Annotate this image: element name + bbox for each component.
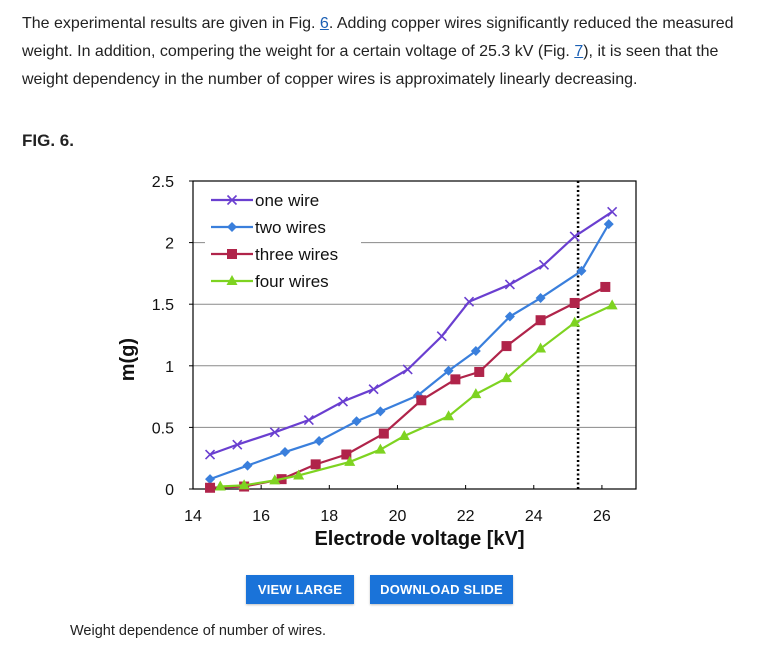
download-slide-button[interactable]: DOWNLOAD SLIDE <box>370 575 513 604</box>
data-point-marker <box>402 364 413 375</box>
data-point-marker <box>436 331 447 342</box>
body-paragraph: The experimental results are given in Fi… <box>22 10 747 94</box>
figure-6-link[interactable]: 6 <box>319 15 329 32</box>
data-point-marker <box>227 249 237 259</box>
legend-label: three wires <box>255 245 338 264</box>
x-tick-label: 14 <box>184 508 202 525</box>
legend-label: four wires <box>255 272 329 291</box>
y-tick-label: 2.5 <box>152 174 174 191</box>
x-tick-label: 22 <box>457 508 475 525</box>
data-point-marker <box>450 374 461 385</box>
data-point-marker <box>603 219 614 230</box>
data-point-marker <box>416 395 427 406</box>
data-point-marker <box>501 341 512 352</box>
data-point-marker <box>269 427 280 438</box>
view-large-button[interactable]: VIEW LARGE <box>246 575 354 604</box>
y-tick-label: 2 <box>165 236 174 253</box>
data-point-marker <box>504 279 515 290</box>
series-one-wire <box>204 206 618 460</box>
paragraph-text-2: . Adding copper wires significantly redu… <box>22 15 734 60</box>
data-point-marker <box>351 416 362 427</box>
data-point-marker <box>470 388 482 399</box>
data-point-marker <box>504 311 515 322</box>
data-point-marker <box>606 299 618 310</box>
data-point-marker <box>443 365 454 376</box>
data-point-marker <box>238 479 250 490</box>
data-point-marker <box>242 460 253 471</box>
data-point-marker <box>607 206 618 217</box>
legend-item: one wire <box>211 191 319 210</box>
legend-label: two wires <box>255 218 326 237</box>
data-point-marker <box>576 265 587 276</box>
data-point-marker <box>443 410 455 421</box>
data-point-marker <box>310 459 321 470</box>
data-point-marker <box>463 296 475 307</box>
data-point-marker <box>470 346 481 357</box>
y-tick-label: 1.5 <box>152 297 174 314</box>
y-tick-label: 1 <box>165 359 174 376</box>
series-three-wires <box>205 281 611 493</box>
series-four-wires <box>214 299 618 491</box>
data-point-marker <box>538 259 550 270</box>
y-tick-label: 0 <box>165 482 174 499</box>
legend-item: four wires <box>211 272 329 291</box>
data-point-marker <box>341 449 352 460</box>
data-point-marker <box>344 455 356 466</box>
legend-item: three wires <box>211 245 338 264</box>
x-tick-label: 16 <box>252 508 270 525</box>
paragraph-text-3: ), it is seen that the weight dependency… <box>22 43 719 88</box>
data-point-marker <box>569 316 581 327</box>
paragraph-text-1: The experimental results are given in Fi… <box>22 15 320 32</box>
y-tick-label: 0.5 <box>152 420 174 437</box>
plot-area-frame <box>192 180 637 490</box>
data-point-marker <box>398 430 410 441</box>
x-tick-label: 24 <box>525 508 543 525</box>
figure-7-link[interactable]: 7 <box>574 43 584 60</box>
figure-label: FIG. 6. <box>22 131 74 150</box>
data-point-marker <box>226 275 238 285</box>
data-point-marker <box>600 281 611 292</box>
data-point-marker <box>374 443 386 454</box>
data-point-marker <box>569 297 580 308</box>
data-point-marker <box>535 293 546 304</box>
data-point-marker <box>204 449 216 460</box>
data-point-marker <box>293 469 305 480</box>
data-point-marker <box>501 372 513 383</box>
legend-item: two wires <box>211 218 326 237</box>
data-point-marker <box>569 231 580 242</box>
data-point-marker <box>368 384 379 395</box>
figure-caption: Weight dependence of number of wires. <box>70 623 327 639</box>
data-point-marker <box>226 194 238 206</box>
data-point-marker <box>205 482 216 493</box>
data-point-marker <box>214 480 226 491</box>
x-tick-label: 18 <box>320 508 338 525</box>
data-point-marker <box>535 342 547 353</box>
data-point-marker <box>232 439 243 450</box>
data-point-marker <box>303 414 314 426</box>
x-tick-label: 26 <box>593 508 611 525</box>
data-point-marker <box>227 222 237 232</box>
data-point-marker <box>205 474 216 485</box>
data-point-marker <box>474 366 485 377</box>
data-point-marker <box>535 315 546 326</box>
data-point-marker <box>314 435 325 446</box>
data-point-marker <box>337 396 349 407</box>
data-point-marker <box>375 406 386 417</box>
data-point-marker <box>378 428 389 439</box>
y-axis-label: m(g) <box>117 338 139 381</box>
data-point-marker <box>280 447 291 458</box>
legend-label: one wire <box>255 191 319 210</box>
data-point-marker <box>269 474 281 485</box>
chart: 0 0.5 1 1.5 2 2.5 14 16 18 20 22 24 26 one wire two w… <box>117 174 637 550</box>
x-tick-label: 20 <box>389 508 407 525</box>
x-axis-label: Electrode voltage [kV] <box>314 528 524 550</box>
